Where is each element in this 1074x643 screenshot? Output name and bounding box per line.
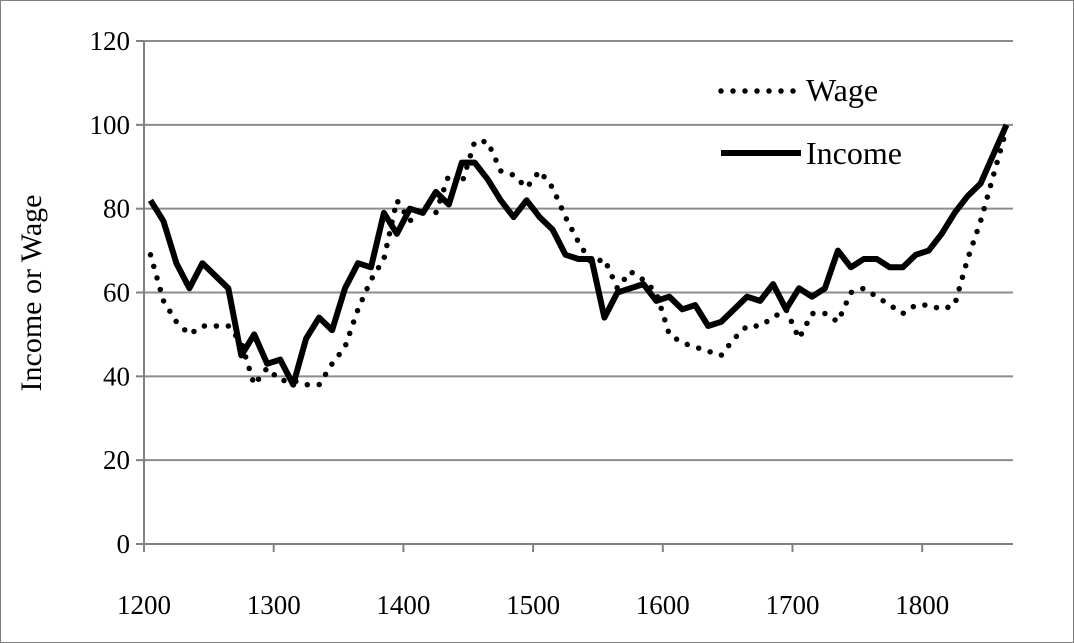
x-tick-label: 1300 [247,590,301,620]
legend-income-label: Income [806,135,902,171]
x-tick-label: 1500 [506,590,560,620]
y-tick-label: 20 [103,445,130,475]
series-lines [147,123,1010,388]
x-tick-label: 1400 [376,590,430,620]
tick-labels: 0 20 40 60 80 100 120 1200 1300 1400 1500 1600 1700 1… [90,26,950,620]
y-tick-label: 60 [103,278,130,308]
y-tick-label: 40 [103,361,130,391]
gridlines [144,40,1013,462]
series-line-wage [147,126,1010,388]
x-tick-label: 1800 [895,590,949,620]
axes [136,40,1013,552]
y-tick-label: 0 [117,529,131,559]
y-tick-label: 120 [90,26,131,56]
series-line-income [147,123,1010,388]
y-tick-label: 80 [103,194,130,224]
x-tick-label: 1600 [636,590,690,620]
x-tick-label: 1700 [766,590,820,620]
y-tick-label: 100 [90,110,131,140]
legend-wage-label: Wage [806,72,878,108]
x-tick-label: 1200 [117,590,171,620]
legend: Wage Income [718,72,902,171]
y-axis-title: Income or Wage [15,195,48,392]
